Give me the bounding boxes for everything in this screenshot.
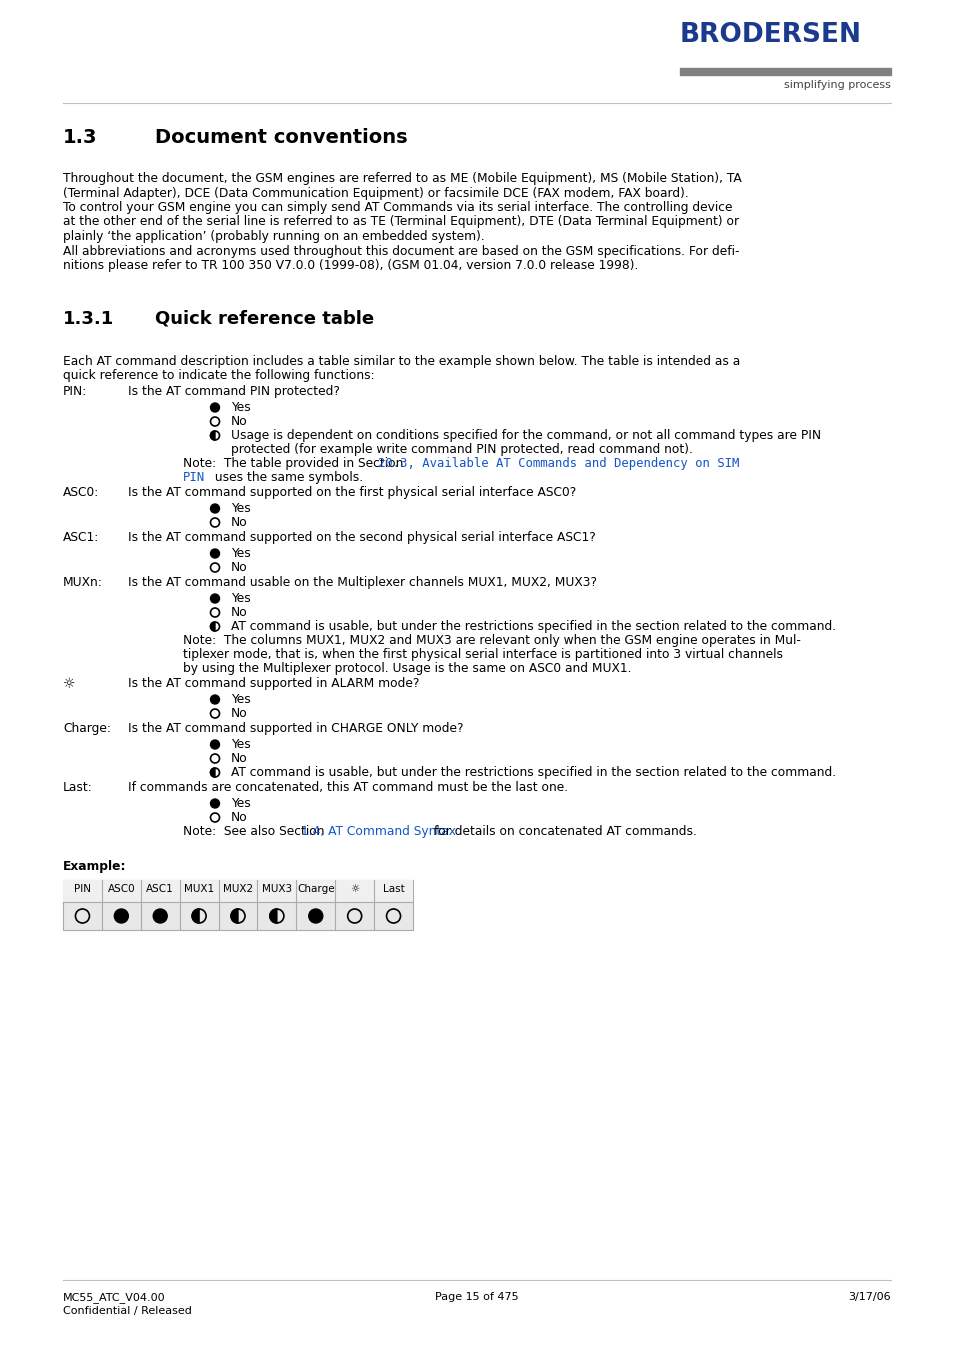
Text: Is the AT command supported on the second physical serial interface ASC1?: Is the AT command supported on the secon… — [128, 531, 595, 544]
Text: MUX1: MUX1 — [184, 884, 214, 894]
Text: Confidential / Released: Confidential / Released — [63, 1306, 192, 1316]
Text: Each AT command description includes a table similar to the example shown below.: Each AT command description includes a t… — [63, 355, 740, 367]
Text: PIN: PIN — [183, 471, 205, 484]
Text: BRODERSEN: BRODERSEN — [679, 22, 862, 49]
Text: Yes: Yes — [231, 693, 251, 707]
Text: ASC1: ASC1 — [146, 884, 173, 894]
Text: Charge: Charge — [296, 884, 335, 894]
Circle shape — [211, 549, 219, 558]
Text: All abbreviations and acronyms used throughout this document are based on the GS: All abbreviations and acronyms used thro… — [63, 245, 739, 258]
Circle shape — [211, 504, 219, 513]
Text: protected (for example write command PIN protected, read command not).: protected (for example write command PIN… — [231, 443, 692, 457]
Text: for details on concatenated AT commands.: for details on concatenated AT commands. — [430, 825, 696, 838]
Text: Note:  See also Section: Note: See also Section — [183, 825, 328, 838]
Text: AT command is usable, but under the restrictions specified in the section relate: AT command is usable, but under the rest… — [231, 766, 835, 780]
Bar — [679, 68, 890, 76]
Polygon shape — [192, 909, 199, 923]
Circle shape — [153, 909, 167, 923]
Text: ASC1:: ASC1: — [63, 531, 99, 544]
Text: No: No — [231, 753, 248, 765]
Text: Last: Last — [382, 884, 404, 894]
Circle shape — [211, 594, 219, 603]
Circle shape — [309, 909, 322, 923]
Circle shape — [211, 694, 219, 704]
Text: plainly ‘the application’ (probably running on an embedded system).: plainly ‘the application’ (probably runn… — [63, 230, 484, 243]
Text: No: No — [231, 707, 248, 720]
Text: Last:: Last: — [63, 781, 92, 794]
Text: PIN:: PIN: — [63, 385, 87, 399]
Text: Is the AT command supported in CHARGE ONLY mode?: Is the AT command supported in CHARGE ON… — [128, 721, 463, 735]
Text: Example:: Example: — [63, 861, 127, 873]
Text: Usage is dependent on conditions specified for the command, or not all command t: Usage is dependent on conditions specifi… — [231, 430, 821, 442]
Text: Page 15 of 475: Page 15 of 475 — [435, 1292, 518, 1302]
Text: 20.3, Available AT Commands and Dependency on SIM: 20.3, Available AT Commands and Dependen… — [377, 457, 739, 470]
Text: nitions please refer to TR 100 350 V7.0.0 (1999-08), (GSM 01.04, version 7.0.0 r: nitions please refer to TR 100 350 V7.0.… — [63, 259, 638, 272]
Text: ASC0: ASC0 — [108, 884, 135, 894]
Text: Yes: Yes — [231, 401, 251, 413]
Text: quick reference to indicate the following functions:: quick reference to indicate the followin… — [63, 370, 375, 382]
Text: by using the Multiplexer protocol. Usage is the same on ASC0 and MUX1.: by using the Multiplexer protocol. Usage… — [183, 662, 631, 676]
Text: Note:  The table provided in Section: Note: The table provided in Section — [183, 457, 407, 470]
Text: Is the AT command supported in ALARM mode?: Is the AT command supported in ALARM mod… — [128, 677, 419, 690]
Text: PIN: PIN — [74, 884, 91, 894]
Circle shape — [114, 909, 129, 923]
Text: simplifying process: simplifying process — [783, 80, 890, 91]
Polygon shape — [270, 909, 276, 923]
Text: Is the AT command usable on the Multiplexer channels MUX1, MUX2, MUX3?: Is the AT command usable on the Multiple… — [128, 576, 597, 589]
Text: 1.3.1: 1.3.1 — [63, 309, 114, 328]
Text: Yes: Yes — [231, 738, 251, 751]
Text: Yes: Yes — [231, 797, 251, 811]
Text: Throughout the document, the GSM engines are referred to as ME (Mobile Equipment: Throughout the document, the GSM engines… — [63, 172, 741, 185]
Text: To control your GSM engine you can simply send AT Commands via its serial interf: To control your GSM engine you can simpl… — [63, 201, 732, 213]
Text: No: No — [231, 811, 248, 824]
Text: MUX3: MUX3 — [261, 884, 292, 894]
Text: Is the AT command PIN protected?: Is the AT command PIN protected? — [128, 385, 339, 399]
Text: Yes: Yes — [231, 547, 251, 561]
Polygon shape — [211, 431, 214, 440]
Text: MUXn:: MUXn: — [63, 576, 103, 589]
Text: AT command is usable, but under the restrictions specified in the section relate: AT command is usable, but under the rest… — [231, 620, 835, 634]
Text: No: No — [231, 607, 248, 619]
Text: Document conventions: Document conventions — [154, 128, 407, 147]
Polygon shape — [211, 621, 214, 631]
Text: No: No — [231, 516, 248, 530]
Text: 1.4, AT Command Syntax: 1.4, AT Command Syntax — [301, 825, 456, 838]
Text: Yes: Yes — [231, 592, 251, 605]
Text: 1.3: 1.3 — [63, 128, 97, 147]
Text: ☼: ☼ — [350, 884, 359, 894]
Polygon shape — [231, 909, 237, 923]
Circle shape — [211, 740, 219, 748]
Text: MC55_ATC_V04.00: MC55_ATC_V04.00 — [63, 1292, 166, 1302]
Text: Is the AT command supported on the first physical serial interface ASC0?: Is the AT command supported on the first… — [128, 486, 576, 499]
Text: Note:  The columns MUX1, MUX2 and MUX3 are relevant only when the GSM engine ope: Note: The columns MUX1, MUX2 and MUX3 ar… — [183, 634, 800, 647]
Text: ASC0:: ASC0: — [63, 486, 99, 499]
Text: Quick reference table: Quick reference table — [154, 309, 374, 328]
Bar — [63, 880, 413, 929]
Text: Charge:: Charge: — [63, 721, 111, 735]
Text: tiplexer mode, that is, when the first physical serial interface is partitioned : tiplexer mode, that is, when the first p… — [183, 648, 782, 661]
Bar — [63, 880, 413, 902]
Circle shape — [211, 403, 219, 412]
Text: Yes: Yes — [231, 503, 251, 515]
Text: (Terminal Adapter), DCE (Data Communication Equipment) or facsimile DCE (FAX mod: (Terminal Adapter), DCE (Data Communicat… — [63, 186, 688, 200]
Circle shape — [211, 798, 219, 808]
Text: at the other end of the serial line is referred to as TE (Terminal Equipment), D: at the other end of the serial line is r… — [63, 216, 739, 228]
Text: MUX2: MUX2 — [223, 884, 253, 894]
Text: If commands are concatenated, this AT command must be the last one.: If commands are concatenated, this AT co… — [128, 781, 568, 794]
Text: No: No — [231, 561, 248, 574]
Text: No: No — [231, 415, 248, 428]
Text: 3/17/06: 3/17/06 — [847, 1292, 890, 1302]
Polygon shape — [211, 767, 214, 777]
Text: uses the same symbols.: uses the same symbols. — [211, 471, 363, 484]
Text: ☼: ☼ — [63, 677, 75, 690]
